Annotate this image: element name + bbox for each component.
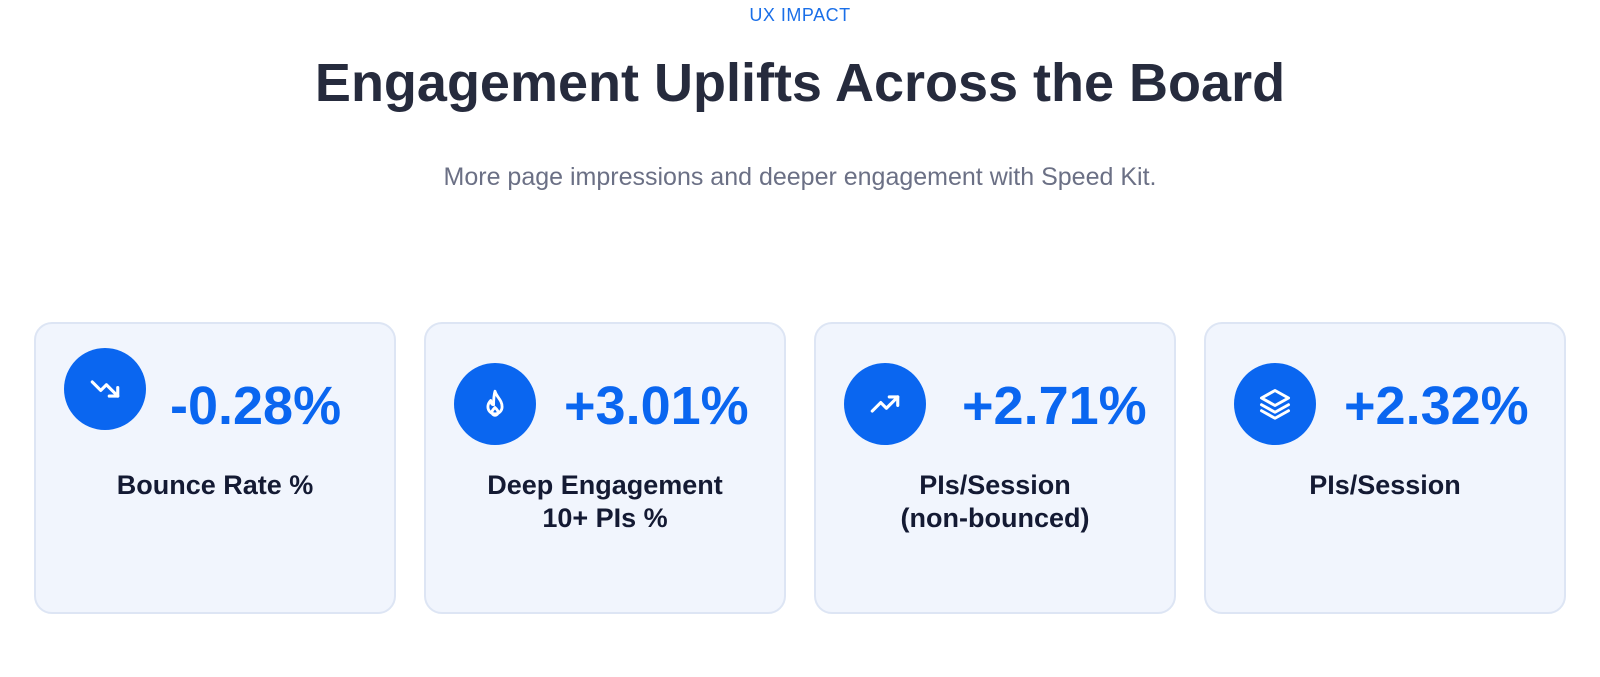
metric-label-line: Deep Engagement bbox=[487, 470, 723, 500]
metric-card-bounce-rate: -0.28% Bounce Rate % bbox=[34, 322, 396, 614]
metric-label: Deep Engagement 10+ PIs % bbox=[426, 469, 784, 535]
layers-icon bbox=[1234, 363, 1316, 445]
metric-value: -0.28% bbox=[170, 376, 342, 436]
metric-value: +2.71% bbox=[962, 376, 1147, 436]
metric-card-pis-session: +2.32% PIs/Session bbox=[1204, 322, 1566, 614]
metric-label-line: (non-bounced) bbox=[900, 503, 1090, 533]
page-title: Engagement Uplifts Across the Board bbox=[314, 53, 1286, 113]
flame-icon bbox=[454, 363, 536, 445]
metric-label-line: PIs/Session bbox=[919, 470, 1071, 500]
metric-label: PIs/Session (non-bounced) bbox=[816, 469, 1174, 535]
trending-up-icon bbox=[844, 363, 926, 445]
metric-label: PIs/Session bbox=[1206, 469, 1564, 502]
trending-down-icon bbox=[64, 348, 146, 430]
metric-card-pis-session-non-bounced: +2.71% PIs/Session (non-bounced) bbox=[814, 322, 1176, 614]
metric-label-line: 10+ PIs % bbox=[542, 503, 668, 533]
metric-card-deep-engagement: +3.01% Deep Engagement 10+ PIs % bbox=[424, 322, 786, 614]
metric-value: +2.32% bbox=[1344, 376, 1529, 436]
metric-value: +3.01% bbox=[564, 376, 749, 436]
metric-cards: -0.28% Bounce Rate % +3.01% Deep Engagem… bbox=[34, 322, 1566, 618]
metric-label: Bounce Rate % bbox=[36, 469, 394, 502]
metric-label-line: Bounce Rate % bbox=[116, 470, 314, 500]
page-subtitle: More page impressions and deeper engagem… bbox=[443, 163, 1157, 191]
eyebrow-label: UX IMPACT bbox=[749, 5, 851, 25]
metric-label-line: PIs/Session bbox=[1309, 470, 1461, 500]
